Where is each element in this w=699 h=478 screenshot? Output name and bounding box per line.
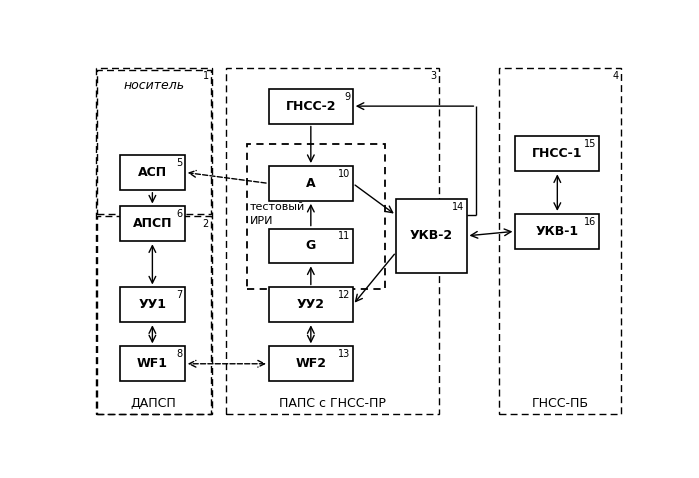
Text: 2: 2 [202,218,208,228]
Text: 14: 14 [452,202,464,212]
Bar [247,144,385,289]
Bar [269,166,353,201]
Text: ПАПС с ГНСС-ПР: ПАПС с ГНСС-ПР [279,397,386,410]
Text: УКВ-2: УКВ-2 [410,229,453,242]
Text: 12: 12 [338,290,350,300]
Text: тестовый
ИРИ: тестовый ИРИ [250,202,305,226]
Text: АПСП: АПСП [133,217,172,230]
Bar [120,155,185,190]
Bar [120,346,185,381]
Text: 5: 5 [176,158,182,168]
Text: 13: 13 [338,349,350,359]
Text: УУ2: УУ2 [297,298,325,311]
Bar [269,287,353,322]
Bar [269,88,353,124]
Text: G: G [305,239,316,252]
Text: 7: 7 [176,290,182,300]
Bar [96,216,211,414]
Text: 3: 3 [431,71,437,81]
Text: ГНСС-2: ГНСС-2 [286,99,336,113]
Text: ГНСС-1: ГНСС-1 [532,148,582,161]
Bar [269,346,353,381]
Bar [269,228,353,263]
Text: 1: 1 [203,71,209,81]
Bar [96,70,211,214]
Text: 15: 15 [584,140,597,150]
Bar [120,206,185,241]
Bar [120,287,185,322]
Bar [515,214,599,249]
Text: 11: 11 [338,231,350,241]
Bar [499,68,621,414]
Bar [226,68,440,414]
Text: ГНСС-ПБ: ГНСС-ПБ [531,397,589,410]
Text: УУ1: УУ1 [138,298,166,311]
Bar [96,68,212,414]
Text: ДАПСП: ДАПСП [131,397,177,410]
Text: АСП: АСП [138,166,167,179]
Text: 16: 16 [584,217,597,227]
Text: WF1: WF1 [137,357,168,370]
Text: 6: 6 [176,209,182,219]
Text: 9: 9 [344,92,350,102]
Bar [396,199,467,272]
Text: A: A [306,177,316,190]
Text: WF2: WF2 [296,357,326,370]
Text: 10: 10 [338,169,350,179]
Bar [515,137,599,172]
Text: носитель: носитель [123,79,185,92]
Text: 4: 4 [612,71,618,81]
Text: УКВ-1: УКВ-1 [535,225,579,238]
Text: 8: 8 [176,349,182,359]
